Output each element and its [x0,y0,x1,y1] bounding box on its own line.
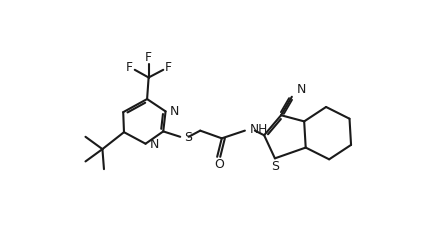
Text: N: N [296,83,306,96]
Text: S: S [271,160,279,173]
Text: O: O [214,158,224,171]
Text: F: F [145,51,152,64]
Text: N: N [149,138,159,151]
Text: F: F [126,61,133,74]
Text: S: S [184,131,192,144]
Text: N: N [169,105,179,118]
Text: F: F [165,61,172,74]
Text: NH: NH [250,123,268,136]
